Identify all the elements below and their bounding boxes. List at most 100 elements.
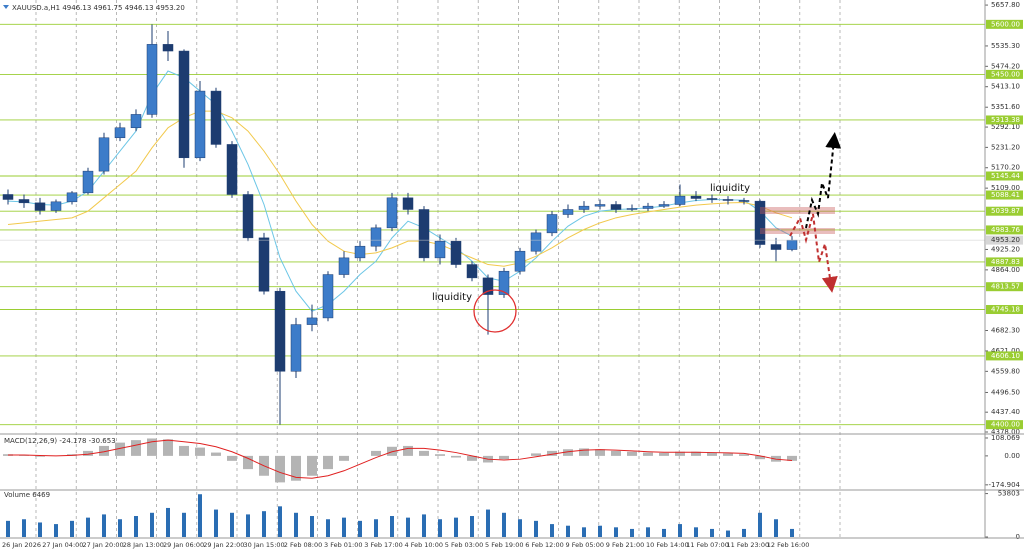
annotation: liquidity [710, 183, 750, 194]
volume-bar [406, 517, 410, 537]
level-label: 5450.00 [991, 70, 1020, 78]
volume-bar [614, 527, 618, 537]
y-tick-label: 5657.80 [991, 1, 1020, 9]
candle-body [754, 200, 766, 245]
x-tick-label: 27 Jan 04:00 [42, 541, 83, 549]
macd-bar [147, 438, 157, 456]
volume-bar [278, 506, 282, 537]
candle-body [706, 198, 718, 200]
level-label-bg [986, 305, 1023, 315]
candle-body [18, 199, 30, 204]
y-tick-label: 4496.50 [991, 388, 1020, 396]
zone [760, 207, 835, 214]
x-tick-label: 3 Feb 01:00 [324, 541, 363, 549]
level-label-bg [986, 69, 1023, 79]
macd-bar [611, 450, 621, 456]
candle-body [690, 195, 702, 199]
volume-bar [758, 512, 762, 537]
macd-bar [323, 455, 333, 470]
macd-title: MACD(12,26,9) -24.178 -30.653 [4, 437, 116, 445]
macd-bar [563, 449, 573, 456]
moving-average [7, 110, 793, 267]
x-tick-label: 5 Feb 03:00 [445, 541, 484, 549]
level-label-bg [986, 171, 1023, 181]
x-tick-label: 29 Jan 06:00 [163, 541, 204, 549]
y-tick-label: 5231.20 [991, 143, 1020, 151]
x-tick-label: 29 Jan 22:00 [203, 541, 244, 549]
macd-bar [659, 452, 669, 456]
macd-bar [419, 450, 429, 456]
down-arrow [789, 213, 838, 293]
x-tick-label: 11 Feb 07:00 [686, 541, 729, 549]
level-label: 4983.76 [991, 226, 1020, 234]
candle-body [418, 209, 430, 259]
level-label: 5039.87 [991, 207, 1020, 215]
level-label: 5600.00 [991, 20, 1020, 28]
macd-bar [115, 442, 125, 456]
x-tick-label: 2 Feb 08:00 [284, 541, 323, 549]
candle-body [274, 290, 286, 372]
volume-bar [342, 517, 346, 537]
candle-body [338, 257, 350, 275]
candle-body [66, 192, 78, 203]
candle-body [546, 214, 558, 234]
macd-bar [275, 455, 285, 483]
y-tick-label: 4437.40 [991, 408, 1020, 416]
zone [760, 228, 835, 234]
macd-signal [8, 439, 793, 479]
candle-body [2, 194, 14, 200]
level-label-bg [986, 351, 1023, 361]
candle-body [386, 197, 398, 229]
volume-bar [422, 514, 426, 537]
volume-bar [598, 525, 602, 537]
candle-body [242, 194, 254, 239]
level-label: 5313.38 [991, 116, 1020, 124]
x-tick-label: 30 Jan 15:00 [244, 541, 285, 549]
volume-bar [22, 519, 26, 537]
macd-bar [675, 451, 685, 456]
macd-bar [595, 449, 605, 456]
x-tick-label: 26 Jan 2026 [2, 541, 41, 549]
candle-body [674, 195, 686, 205]
volume-bar [182, 512, 186, 537]
macd-bar [163, 439, 173, 456]
candle-body [258, 237, 270, 292]
macd-bar [451, 455, 461, 458]
level-label-bg [986, 19, 1023, 29]
macd-bar [291, 455, 301, 481]
candle-body [610, 204, 622, 210]
y-tick-label: 0.00 [1004, 452, 1020, 460]
volume-bar [566, 525, 570, 537]
macd-bar [227, 455, 237, 461]
x-tick-label: 9 Feb 21:00 [606, 541, 645, 549]
macd-bar [195, 447, 205, 456]
macd-bar [499, 455, 509, 460]
volume-bar [742, 528, 746, 537]
macd-bar [179, 445, 189, 456]
level-label: 5088.41 [991, 191, 1020, 199]
volume-bar [470, 516, 474, 537]
candle-body [34, 202, 46, 211]
macd-bar [307, 455, 317, 476]
volume-bar [390, 516, 394, 537]
candle-body [642, 205, 654, 209]
y-tick-label: 5292.10 [991, 123, 1020, 131]
macd-bar [371, 450, 381, 456]
macd-bar [243, 455, 253, 470]
candle-body [50, 201, 62, 211]
candle-body [626, 208, 638, 210]
volume-bar [38, 522, 42, 537]
volume-bar [774, 519, 778, 537]
volume-bar [246, 514, 250, 537]
candle-body [210, 90, 222, 145]
candle-body [290, 324, 302, 372]
y-tick-label: 0 [1016, 533, 1020, 541]
candle-body [402, 197, 414, 210]
volume-bar [662, 528, 666, 537]
volume-bar [694, 527, 698, 537]
volume-bar [550, 524, 554, 537]
y-tick-label: 108.069 [991, 434, 1020, 442]
x-tick-label: 5 Feb 19:00 [485, 541, 524, 549]
level-label: 5145.44 [991, 172, 1020, 180]
volume-bar [102, 514, 106, 537]
